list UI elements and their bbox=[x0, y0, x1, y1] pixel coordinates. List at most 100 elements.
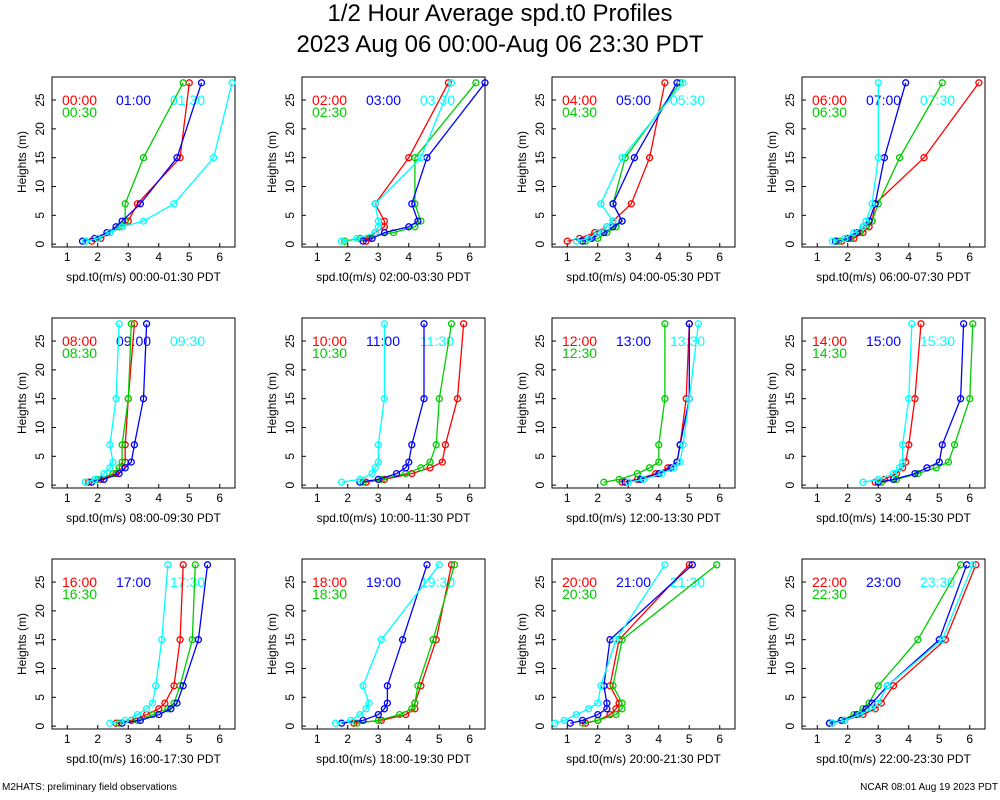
data-point bbox=[356, 710, 364, 719]
data-point bbox=[176, 636, 184, 644]
x-tick-label: 6 bbox=[466, 250, 473, 264]
plot-frame bbox=[801, 317, 986, 489]
y-tick-label: 10 bbox=[283, 179, 297, 193]
data-point bbox=[472, 79, 480, 87]
data-point bbox=[417, 154, 425, 162]
x-tick-label: 6 bbox=[216, 491, 223, 505]
x-tick-label: 5 bbox=[686, 491, 693, 505]
plot-frame bbox=[51, 558, 236, 730]
x-tick-label: 4 bbox=[905, 250, 912, 264]
data-point bbox=[130, 320, 139, 328]
x-axis-label: spd.t0(m/s) 06:00-07:30 PDT bbox=[816, 270, 971, 284]
data-point bbox=[167, 705, 175, 713]
y-tick-label: 15 bbox=[783, 151, 797, 165]
data-point bbox=[441, 441, 450, 449]
plot-frame bbox=[801, 558, 986, 730]
y-tick-label: 20 bbox=[783, 363, 797, 377]
x-tick-label: 2 bbox=[94, 491, 101, 505]
data-point bbox=[158, 636, 166, 644]
page-title: 1/2 Hour Average spd.t0 Profiles bbox=[327, 0, 673, 27]
y-tick-label: 0 bbox=[33, 481, 47, 488]
y-tick-label: 15 bbox=[283, 633, 297, 647]
y-tick-label: 10 bbox=[33, 420, 47, 434]
data-point bbox=[618, 217, 626, 225]
y-tick-label: 5 bbox=[783, 694, 797, 701]
y-axis-label: Heights (m) bbox=[515, 372, 529, 434]
legend-entry: 08:30 bbox=[62, 345, 97, 361]
data-point bbox=[902, 79, 910, 87]
y-tick-label: 15 bbox=[283, 151, 297, 165]
data-point bbox=[377, 636, 385, 644]
legend-entry: 10:00 bbox=[312, 333, 347, 349]
data-point bbox=[923, 464, 931, 472]
y-tick-label: 15 bbox=[783, 633, 797, 647]
y-tick-label: 25 bbox=[783, 334, 797, 348]
data-point bbox=[920, 154, 928, 162]
series-line bbox=[554, 564, 666, 724]
page-subtitle: 2023 Aug 06 00:00-Aug 06 23:30 PDT bbox=[296, 31, 704, 58]
x-axis-label: spd.t0(m/s) 20:00-21:30 PDT bbox=[566, 752, 721, 766]
legend-entry: 05:30 bbox=[670, 92, 705, 108]
y-tick-label: 25 bbox=[783, 93, 797, 107]
x-tick-label: 2 bbox=[594, 250, 601, 264]
data-point bbox=[121, 716, 129, 725]
data-point bbox=[402, 464, 410, 472]
x-tick-label: 4 bbox=[655, 491, 662, 505]
data-point bbox=[408, 705, 416, 713]
y-axis-label: Heights (m) bbox=[265, 372, 279, 434]
y-tick-label: 0 bbox=[533, 240, 547, 247]
y-tick-label: 15 bbox=[533, 392, 547, 406]
data-point bbox=[633, 469, 642, 478]
data-point bbox=[694, 320, 703, 328]
data-point bbox=[331, 719, 340, 727]
data-point bbox=[368, 234, 376, 243]
data-point bbox=[841, 716, 849, 725]
profile-panel: 1 2 3 4 5 6 0 5 10 15 20 25 Heights (m) spd.t0(m/s) 0… bbox=[515, 76, 736, 284]
y-tick-label: 15 bbox=[283, 392, 297, 406]
data-point bbox=[374, 217, 382, 225]
profile-panel: 1 2 3 4 5 6 0 5 10 15 20 25 Heights (m) spd.t0(m/s) 1… bbox=[265, 558, 486, 766]
data-point bbox=[124, 395, 132, 403]
y-axis-label: Heights (m) bbox=[765, 131, 779, 193]
y-tick-label: 20 bbox=[33, 122, 47, 136]
data-point bbox=[164, 561, 172, 569]
data-point bbox=[450, 561, 459, 569]
data-point bbox=[594, 699, 602, 707]
x-tick-label: 3 bbox=[375, 732, 382, 746]
data-point bbox=[173, 699, 181, 707]
series-line bbox=[109, 564, 169, 724]
x-tick-label: 3 bbox=[125, 250, 132, 264]
x-tick-label: 4 bbox=[655, 250, 662, 264]
data-point bbox=[365, 699, 373, 707]
y-tick-label: 5 bbox=[283, 212, 297, 219]
y-tick-label: 5 bbox=[533, 453, 547, 460]
legend-entry: 04:30 bbox=[562, 104, 597, 120]
x-tick-label: 1 bbox=[64, 250, 71, 264]
data-point bbox=[685, 395, 693, 403]
legend-entry: 20:00 bbox=[562, 574, 597, 590]
x-tick-label: 3 bbox=[875, 732, 882, 746]
y-tick-label: 15 bbox=[33, 151, 47, 165]
y-tick-label: 20 bbox=[33, 604, 47, 618]
profile-panel: 1 2 3 4 5 6 0 5 10 15 20 25 Heights (m) spd.t0(m/s) 2… bbox=[765, 558, 986, 766]
y-axis-label: Heights (m) bbox=[765, 372, 779, 434]
x-tick-label: 4 bbox=[405, 491, 412, 505]
y-axis-label: Heights (m) bbox=[15, 131, 29, 193]
data-point bbox=[856, 710, 864, 719]
x-tick-label: 4 bbox=[905, 491, 912, 505]
y-tick-label: 0 bbox=[283, 481, 297, 488]
data-point bbox=[139, 217, 148, 225]
data-point bbox=[938, 636, 946, 644]
y-tick-label: 25 bbox=[33, 334, 47, 348]
data-point bbox=[362, 705, 370, 713]
profile-panel: 1 2 3 4 5 6 0 5 10 15 20 25 Heights (m) spd.t0(m/s) 0… bbox=[15, 76, 236, 284]
x-tick-label: 1 bbox=[564, 491, 571, 505]
data-point bbox=[417, 464, 425, 472]
x-tick-label: 5 bbox=[186, 491, 193, 505]
legend-entry: 17:30 bbox=[170, 574, 205, 590]
data-point bbox=[383, 682, 392, 690]
y-tick-label: 10 bbox=[783, 420, 797, 434]
y-tick-label: 5 bbox=[783, 212, 797, 219]
data-point bbox=[911, 469, 919, 478]
